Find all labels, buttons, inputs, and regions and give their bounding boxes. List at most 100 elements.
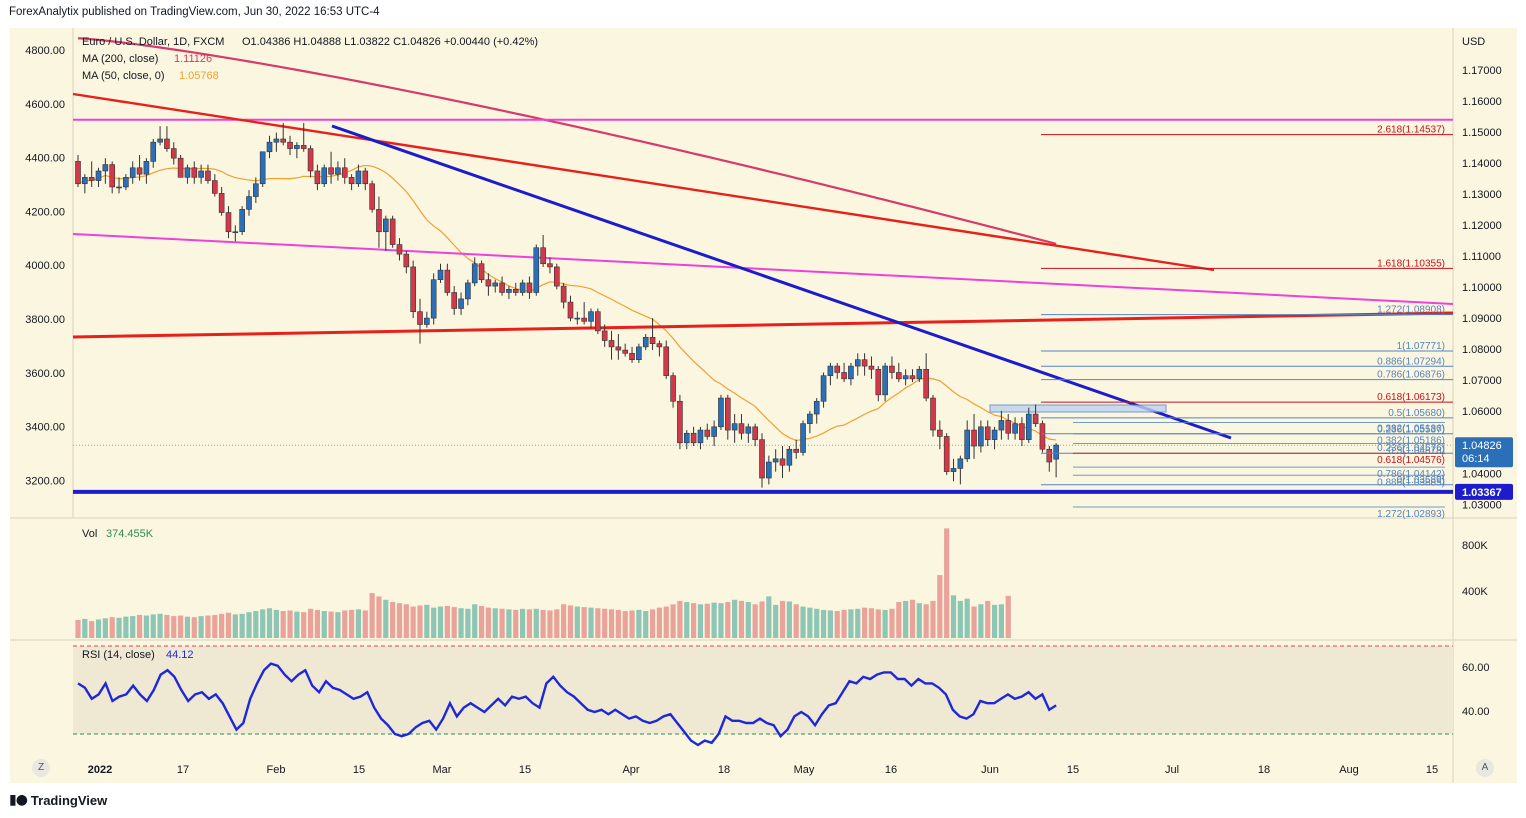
left-axis-tick: 4000.00 — [25, 260, 65, 272]
candle-body — [588, 311, 594, 322]
tradingview-logo-icon: ▮● — [9, 792, 28, 808]
volume-bar — [745, 602, 751, 638]
volume-bar — [492, 608, 498, 638]
candle-body — [362, 170, 369, 185]
candle-body — [246, 196, 252, 210]
candle-body — [259, 151, 266, 185]
candle-body — [902, 375, 909, 380]
volume-bar — [615, 609, 621, 638]
volume-bar — [472, 604, 478, 638]
volume-bar — [396, 603, 403, 638]
candle-body — [649, 336, 656, 344]
volume-bar — [184, 616, 191, 638]
candle-body — [396, 244, 403, 255]
candle-body — [369, 183, 375, 210]
candle-body — [779, 458, 786, 466]
candle-body — [574, 317, 581, 320]
candle-body — [601, 330, 608, 341]
volume-bar — [232, 614, 238, 638]
candle-body — [294, 145, 300, 149]
volume-bar — [431, 607, 437, 638]
time-axis-tick: 18 — [1258, 764, 1270, 776]
volume-bar — [608, 609, 615, 638]
candle-body — [129, 167, 136, 178]
candle-body — [300, 145, 307, 149]
left-axis-tick: 3200.00 — [25, 475, 65, 487]
right-axis-tick: 1.04000 — [1462, 468, 1502, 480]
candle-body — [177, 157, 184, 178]
candle-body — [239, 209, 245, 233]
volume-bar — [178, 615, 184, 638]
volume-bar — [451, 607, 457, 638]
volume-bar — [923, 604, 929, 638]
volume-bar — [766, 596, 772, 638]
tradingview-logo: ▮● TradingView — [9, 792, 108, 808]
candle-body — [547, 263, 553, 268]
volume-bar — [759, 601, 765, 638]
candle-body — [191, 167, 198, 178]
candle-body — [622, 349, 629, 354]
candle-body — [820, 375, 827, 402]
fib-lower-label: 0.382(1.05186) — [1377, 436, 1445, 447]
right-axis-tick: 1.14000 — [1462, 158, 1502, 170]
candle-body — [444, 269, 451, 293]
volume-bar — [649, 609, 656, 638]
rsi-line — [77, 662, 1057, 747]
volume-bar — [971, 606, 977, 638]
volume-bar — [629, 610, 635, 638]
time-axis-tick: 16 — [885, 764, 897, 776]
volume-bar — [280, 611, 286, 638]
volume-bar — [212, 614, 218, 638]
volume-bar — [711, 602, 717, 638]
candle-body — [848, 365, 854, 380]
volume-bar — [998, 604, 1004, 638]
left-axis-tick: 4200.00 — [25, 206, 65, 218]
volume-bar — [219, 613, 225, 638]
volume-bar — [985, 600, 991, 638]
candle-body — [950, 468, 957, 472]
candle-body — [752, 426, 758, 440]
volume-bar — [266, 608, 273, 638]
candle-body — [656, 343, 663, 348]
candle-body — [690, 432, 697, 444]
candle-body — [403, 253, 410, 268]
fib-lower-label: 0.5(1.04878) — [1388, 446, 1445, 457]
volume-bar — [136, 614, 143, 638]
volume-bar — [164, 614, 170, 638]
candle-body — [854, 359, 861, 367]
magenta-channel-line — [72, 233, 1454, 305]
volume-bar — [643, 611, 649, 638]
candle-body — [786, 448, 793, 466]
volume-bar — [622, 611, 628, 638]
volume-bar — [875, 609, 881, 638]
candle-body — [424, 317, 430, 325]
candle-body — [458, 298, 464, 309]
volume-bar — [526, 609, 533, 638]
volume-bar — [930, 600, 936, 638]
candle-body — [355, 170, 362, 185]
volume-bar — [896, 602, 902, 638]
time-axis-tick: 15 — [1426, 764, 1438, 776]
volume-bar — [109, 617, 115, 638]
candle-body — [341, 167, 348, 178]
volume-bar — [752, 604, 758, 638]
volume-bar — [478, 605, 485, 638]
volume-bar — [903, 600, 909, 638]
fib-upper-label: 0.382(1.05186) — [1377, 424, 1445, 435]
candle-body — [526, 282, 533, 293]
zoom-button[interactable]: Z — [32, 759, 50, 777]
auto-scale-button[interactable]: A — [1476, 759, 1494, 777]
candle-body — [930, 397, 936, 431]
candle-body — [512, 289, 519, 293]
candle-body — [868, 365, 875, 370]
time-axis-tick: Aug — [1339, 764, 1359, 776]
volume-bar — [499, 608, 505, 638]
candle-body — [683, 432, 690, 444]
candle-body — [677, 400, 683, 444]
candle-body — [581, 317, 587, 322]
candle-body — [164, 138, 170, 149]
legend-ohlc: O1.04386 H1.04888 L1.03822 C1.04826 +0.0… — [242, 36, 538, 48]
candle-body — [335, 167, 341, 175]
currency-label: USD — [1462, 36, 1485, 48]
